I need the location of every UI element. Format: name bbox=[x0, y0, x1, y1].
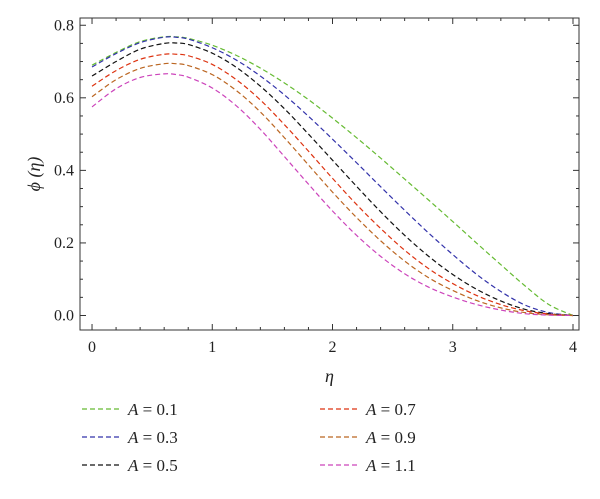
series-line-1 bbox=[91, 35, 574, 317]
legend-label-5: A = 0.9 bbox=[365, 428, 416, 447]
series-line-6 bbox=[91, 73, 573, 317]
y-tick-label: 0.4 bbox=[54, 162, 74, 179]
series-line-2 bbox=[91, 36, 574, 317]
legend-label-6: A = 1.1 bbox=[365, 456, 416, 475]
x-tick-label: 3 bbox=[449, 339, 457, 356]
series-line-5 bbox=[91, 62, 574, 317]
series-line-4 bbox=[91, 53, 574, 317]
y-tick-label: 0.0 bbox=[54, 307, 74, 324]
legend-label-4: A = 0.7 bbox=[365, 400, 416, 419]
x-axis-label: η bbox=[325, 366, 334, 386]
axes: 0 1 2 3 4 0.0 0.2 0.4 0.6 0.8 η ϕ (η) bbox=[24, 17, 580, 386]
plot-frame bbox=[79, 17, 580, 331]
y-tick-label: 0.2 bbox=[54, 235, 74, 252]
y-axis-label: ϕ (η) bbox=[24, 157, 45, 192]
legend: A = 0.1 A = 0.3 A = 0.5 A = 0.7 A = 0.9 A = 1… bbox=[82, 400, 416, 475]
legend-label-3: A = 0.5 bbox=[127, 456, 178, 475]
legend-label-1: A = 0.1 bbox=[127, 400, 178, 419]
x-tick-label: 0 bbox=[88, 339, 96, 356]
legend-label-2: A = 0.3 bbox=[127, 428, 178, 447]
series-layer bbox=[91, 35, 574, 317]
y-tick-label: 0.8 bbox=[54, 17, 74, 34]
x-tick-label: 1 bbox=[208, 339, 216, 356]
y-tick-label: 0.6 bbox=[54, 90, 74, 107]
x-tick-label: 4 bbox=[569, 339, 577, 356]
series-line-3 bbox=[91, 42, 574, 317]
x-tick-label: 2 bbox=[329, 339, 337, 356]
